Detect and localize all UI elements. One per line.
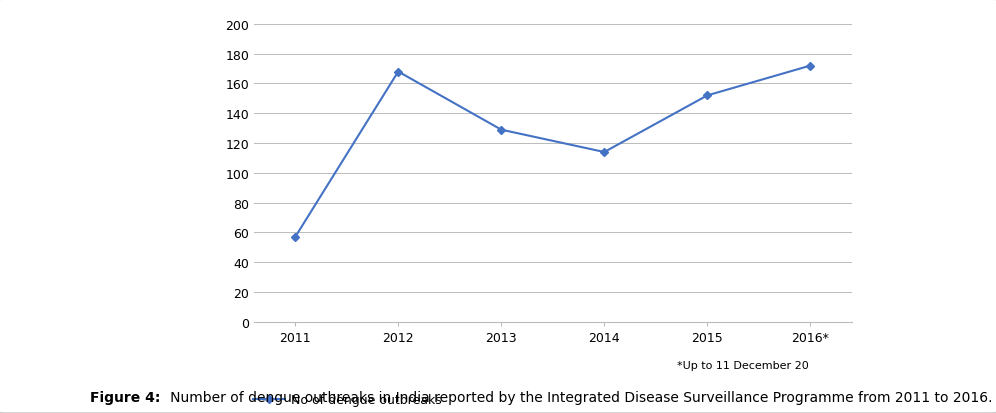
Text: Number of dengue outbreaks in India reported by the Integrated Disease Surveilla: Number of dengue outbreaks in India repo… <box>157 390 993 404</box>
Text: *Up to 11 December 20: *Up to 11 December 20 <box>677 361 809 370</box>
Text: Figure 4:: Figure 4: <box>90 390 160 404</box>
Legend: No of dengue outbreaks: No of dengue outbreaks <box>248 388 446 411</box>
